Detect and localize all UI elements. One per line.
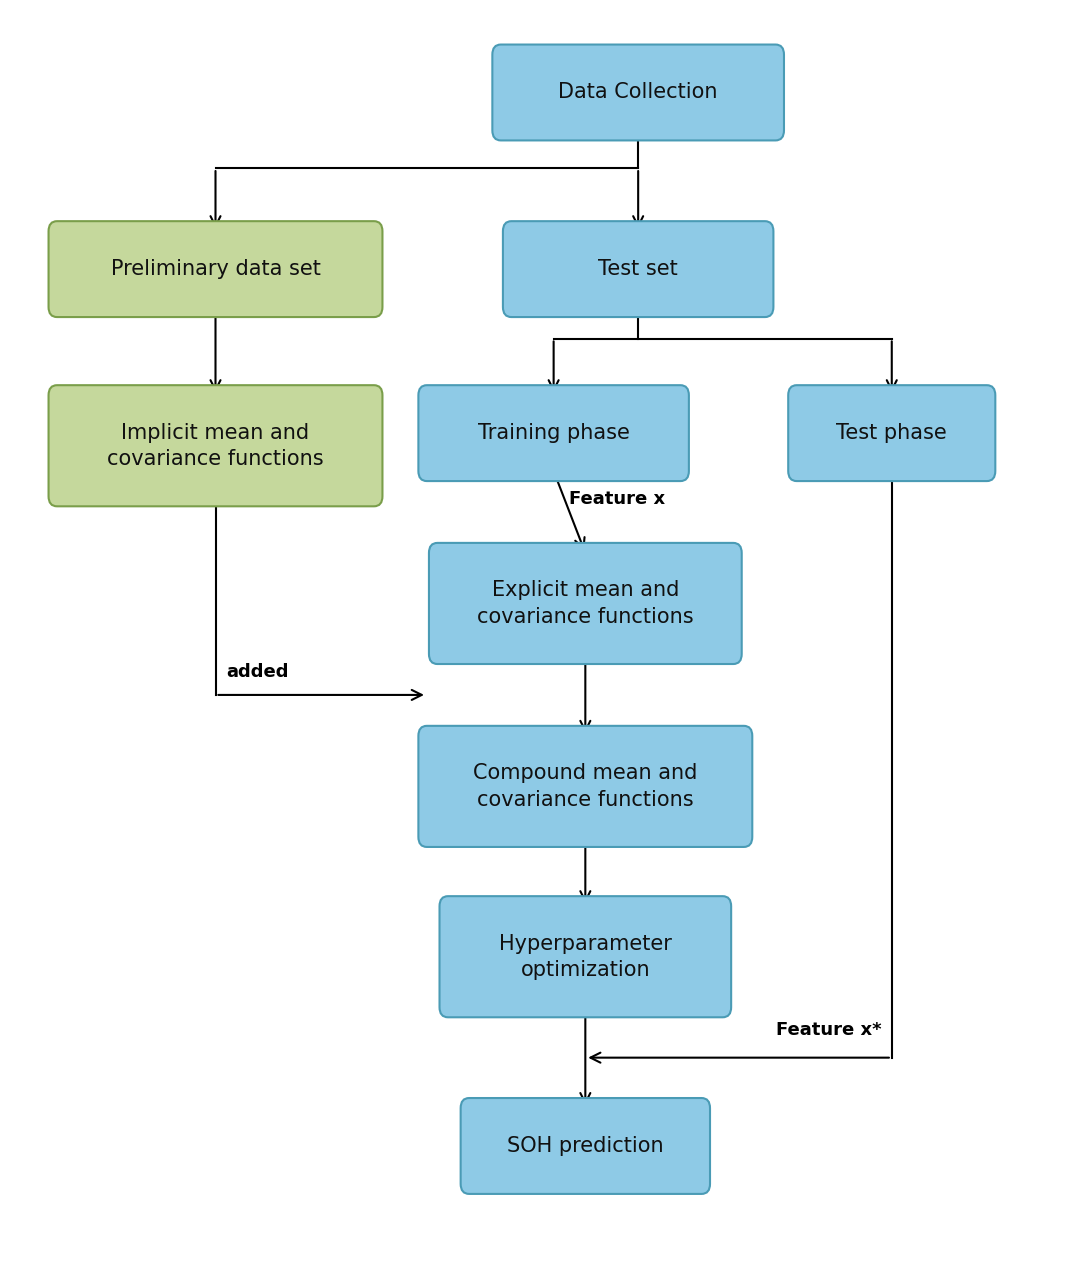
Text: Implicit mean and
covariance functions: Implicit mean and covariance functions xyxy=(108,423,324,469)
Text: Data Collection: Data Collection xyxy=(558,83,718,103)
FancyBboxPatch shape xyxy=(419,726,752,847)
FancyBboxPatch shape xyxy=(788,385,996,481)
FancyBboxPatch shape xyxy=(492,44,784,141)
Text: Test set: Test set xyxy=(599,259,678,279)
Text: Explicit mean and
covariance functions: Explicit mean and covariance functions xyxy=(477,580,693,626)
Text: Training phase: Training phase xyxy=(478,423,629,443)
Text: added: added xyxy=(226,663,289,681)
FancyBboxPatch shape xyxy=(503,221,773,318)
Text: Preliminary data set: Preliminary data set xyxy=(111,259,321,279)
FancyBboxPatch shape xyxy=(429,542,741,664)
FancyBboxPatch shape xyxy=(419,385,689,481)
Text: Compound mean and
covariance functions: Compound mean and covariance functions xyxy=(473,763,698,809)
Text: Test phase: Test phase xyxy=(836,423,947,443)
Text: SOH prediction: SOH prediction xyxy=(507,1135,663,1156)
Text: Hyperparameter
optimization: Hyperparameter optimization xyxy=(498,933,672,980)
FancyBboxPatch shape xyxy=(440,897,732,1017)
FancyBboxPatch shape xyxy=(49,221,382,318)
Text: Feature x*: Feature x* xyxy=(775,1021,881,1039)
FancyBboxPatch shape xyxy=(461,1099,710,1194)
FancyBboxPatch shape xyxy=(49,385,382,507)
Text: Feature x: Feature x xyxy=(570,490,666,508)
